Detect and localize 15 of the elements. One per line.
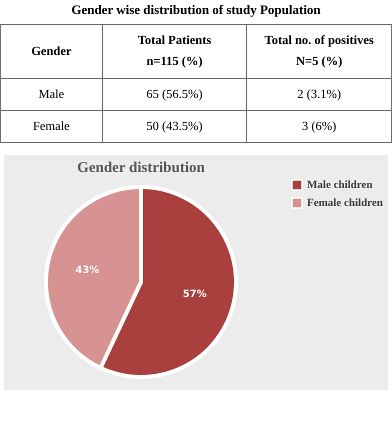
chart-title: Gender distribution [77, 160, 206, 176]
text: 65 (56.5%) [102, 78, 247, 110]
text: Total no. of positives N=5 (%) [246, 24, 392, 78]
legend-label: Male children [307, 179, 372, 191]
data-label: 57% [182, 289, 207, 300]
text: Total Patients n=115 (%) [102, 24, 247, 78]
text: 50 (43.5%) [102, 110, 247, 142]
text: 3 (6%) [246, 110, 392, 142]
text: Gender [0, 24, 102, 78]
data-label: 43% [75, 265, 100, 276]
text: Male [0, 78, 102, 110]
text: Gender wise distribution of study Population [70, 2, 322, 18]
legend-label: Female children [307, 197, 383, 209]
text: Female [0, 110, 102, 142]
text: 2 (3.1%) [246, 78, 392, 110]
